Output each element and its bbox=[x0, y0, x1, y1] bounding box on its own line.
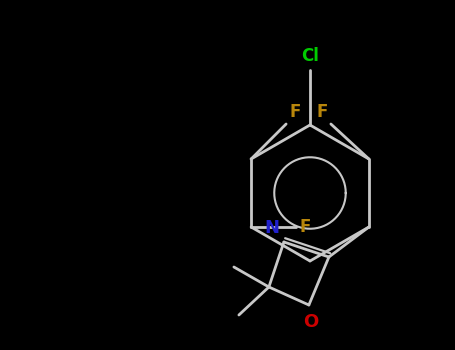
Text: F: F bbox=[289, 103, 300, 121]
Text: N: N bbox=[264, 219, 279, 237]
Text: O: O bbox=[303, 313, 318, 331]
Text: F: F bbox=[317, 103, 328, 121]
Text: Cl: Cl bbox=[301, 47, 319, 65]
Text: F: F bbox=[299, 218, 310, 236]
